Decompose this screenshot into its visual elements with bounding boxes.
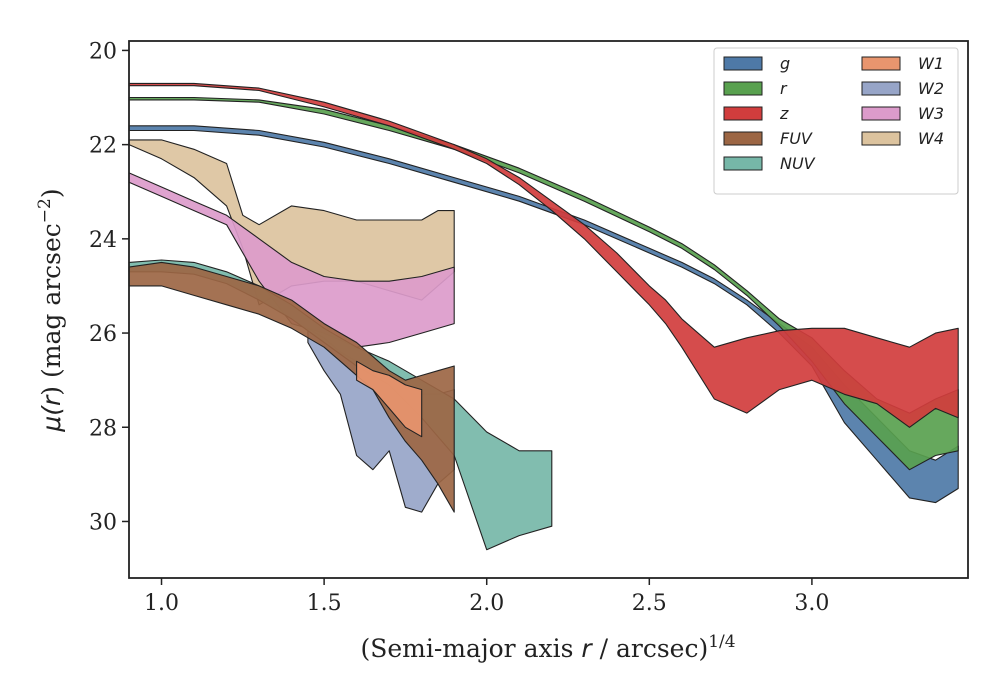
legend-label-r: r xyxy=(780,79,788,98)
legend-label-w1: W1 xyxy=(918,54,944,73)
legend-swatch-w2 xyxy=(861,81,901,96)
legend-label-w4: W4 xyxy=(918,129,944,148)
legend-swatch-r xyxy=(723,81,763,96)
band-areas xyxy=(128,82,959,551)
x-axis-ticks: 1.0 1.5 2.0 2.5 3.0 xyxy=(144,578,829,616)
legend-label-w3: W3 xyxy=(918,104,944,123)
x-tick-label: 2.0 xyxy=(469,591,504,616)
y-tick-label: 24 xyxy=(89,228,117,253)
y-tick-label: 26 xyxy=(89,322,117,347)
legend-swatch-fuv xyxy=(723,131,763,146)
legend: grz FUV NUV W1 W2 W3 W4 xyxy=(713,47,959,195)
y-tick-label: 20 xyxy=(89,39,117,64)
plot-frame xyxy=(128,40,969,579)
legend-swatch-z xyxy=(723,106,763,121)
legend-swatch-nuv xyxy=(723,156,763,171)
area-z xyxy=(128,82,959,428)
area-w3 xyxy=(128,172,455,348)
area-w1 xyxy=(356,360,423,438)
x-tick-label: 1.0 xyxy=(144,591,179,616)
area-g xyxy=(128,125,959,504)
legend-label-z: z xyxy=(779,104,789,123)
legend-swatch-g xyxy=(723,56,763,71)
x-tick-label: 3.0 xyxy=(794,591,829,616)
y-tick-label: 30 xyxy=(89,510,117,535)
legend-swatch-w3 xyxy=(861,106,901,121)
legend-swatch-w1 xyxy=(861,56,901,71)
y-tick-label: 22 xyxy=(89,134,117,159)
legend-label-fuv: FUV xyxy=(780,129,813,148)
x-tick-label: 1.5 xyxy=(307,591,342,616)
legend-swatch-w4 xyxy=(861,131,901,146)
legend-label-w2: W2 xyxy=(918,79,944,98)
y-axis-label: μ(r) (mag arcsec−2) xyxy=(35,188,66,432)
x-axis-label: (Semi-major axis r / arcsec)1/4 xyxy=(360,632,735,663)
y-axis-ticks: 20 22 24 26 28 30 xyxy=(89,39,129,535)
x-tick-label: 2.5 xyxy=(632,591,667,616)
legend-label-nuv: NUV xyxy=(780,154,816,173)
y-tick-label: 28 xyxy=(89,416,117,441)
legend-label-g: g xyxy=(780,54,790,73)
